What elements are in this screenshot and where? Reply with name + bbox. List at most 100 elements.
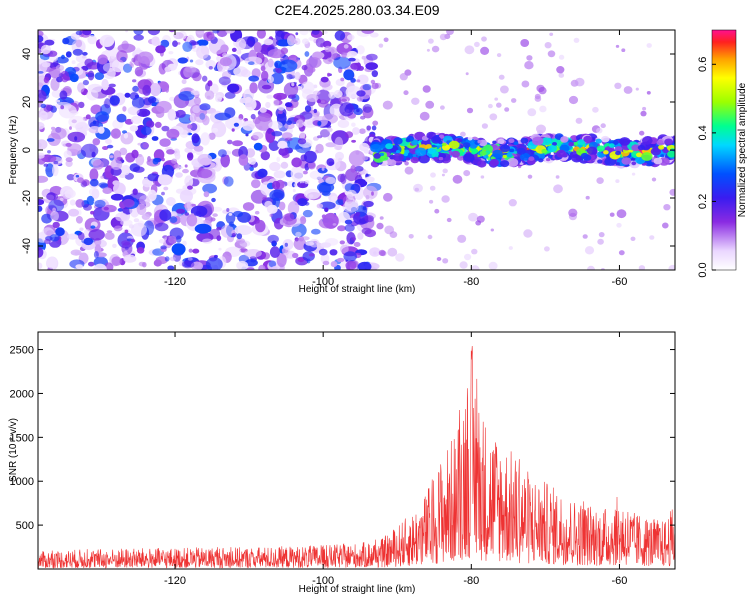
spectrogram-cell (219, 57, 232, 67)
spectrogram-cell (413, 183, 423, 193)
spectrogram-cell (69, 199, 76, 206)
spectrogram-cell (366, 125, 372, 131)
spectrogram-cell (208, 132, 216, 140)
spectrogram-cell (166, 197, 176, 206)
spectrogram-cell (356, 45, 365, 55)
spectrogram-cell (205, 83, 211, 92)
spectrogram-cell (519, 152, 531, 161)
spectrogram-cell (216, 30, 228, 38)
spectrogram-cell (631, 161, 637, 166)
spectrogram-cell (187, 257, 193, 261)
spectrogram-cell (520, 137, 529, 144)
spectrogram-cell (269, 213, 273, 217)
spectrogram-cell (175, 172, 183, 178)
spectrogram-cell (38, 139, 48, 150)
spectrogram-cell (105, 138, 112, 145)
spectrogram-cell (147, 30, 161, 36)
spectrogram-cell (181, 260, 195, 269)
spectrogram-cell (294, 71, 301, 80)
spectrogram-cell (257, 168, 268, 178)
spectrogram-cell (321, 167, 325, 171)
spectrogram-cell (281, 132, 293, 140)
spectrogram-cell (339, 102, 355, 117)
spectrogram-cell (77, 82, 85, 93)
spectrogram-cell (216, 226, 222, 231)
spectrogram-cell (59, 197, 64, 202)
spectrogram-cell (41, 61, 51, 68)
x-tick-label: -80 (463, 276, 479, 288)
spectrogram-cell (246, 267, 255, 270)
spectrogram-cell (300, 182, 306, 188)
spectrogram-cell (299, 30, 309, 36)
spectrogram-cell (387, 159, 397, 166)
colorbar-gradient (711, 29, 737, 271)
spectrogram-cell (640, 110, 647, 117)
spectrogram-cell (335, 151, 344, 161)
spectrogram-cell (228, 221, 235, 227)
spectrogram-cell (597, 159, 603, 164)
spectrogram-x-label: Height of straight line (km) (299, 284, 416, 295)
spectrogram-cell (195, 59, 204, 66)
spectrogram-cell (123, 63, 132, 73)
spectrogram-cell (293, 237, 307, 250)
spectrogram-cell (583, 154, 592, 161)
spectrogram-cell (370, 143, 382, 153)
spectrogram-cell (415, 147, 427, 157)
spectrogram-cell (325, 142, 337, 148)
spectrogram-cell (133, 30, 144, 36)
spectrogram-cell (98, 182, 109, 188)
spectrogram-cell (302, 170, 308, 175)
spectrogram-cell (500, 160, 510, 168)
spectrogram-cell (411, 139, 419, 146)
x-tick-label: -120 (164, 276, 186, 288)
spectrogram-cell (240, 69, 251, 78)
spectrogram-cell (102, 146, 109, 150)
spectrogram-cell (278, 110, 283, 114)
spectrogram-cell (583, 135, 593, 143)
spectrogram-cell (568, 95, 579, 105)
spectrogram-cell (75, 264, 83, 269)
spectrogram-cell (106, 144, 114, 149)
spectrogram-cell (129, 125, 139, 132)
spectrogram-cell (163, 186, 169, 191)
spectrogram-cell (612, 140, 619, 145)
spectrogram-cell (546, 158, 551, 162)
spectrogram-cell (204, 90, 215, 100)
spectrogram-cell (167, 109, 176, 121)
spectrogram-cell (405, 138, 411, 143)
spectrogram-cell (75, 216, 83, 224)
spectrogram-cell (65, 142, 72, 147)
spectrogram-cell (77, 177, 84, 184)
spectrogram-cell (189, 113, 197, 123)
spectrogram-cell (353, 107, 363, 116)
spectrogram-cell (526, 55, 533, 61)
spectrogram-cell (110, 54, 116, 59)
spectrogram-cell (322, 260, 330, 266)
spectrogram-cell (71, 60, 76, 65)
spectrogram-cell (99, 34, 115, 48)
spectrogram-cell (504, 107, 510, 112)
spectrogram-cell (523, 229, 533, 238)
spectrogram-cell (427, 148, 436, 154)
spectrogram-cell (112, 243, 117, 248)
spectrogram-cell (582, 234, 588, 239)
spectrogram-x-ticks: -120 -100 -80 -60 (164, 30, 627, 288)
spectrogram-cell (344, 224, 355, 232)
spectrogram-cell (440, 105, 445, 110)
spectrogram-cell (410, 156, 420, 164)
spectrogram-cell (38, 35, 44, 43)
spectrogram-cell (262, 252, 270, 260)
spectrogram-cell (506, 157, 519, 167)
spectrogram-cell (41, 155, 57, 163)
spectrogram-cell (155, 45, 166, 54)
spectrogram-cell (646, 43, 652, 48)
spectrogram-cell (38, 152, 45, 159)
spectrogram-cell (304, 180, 310, 185)
colorbar-label: Normalized spectral amplitude (737, 82, 748, 217)
spectrogram-cell (411, 97, 420, 106)
spectrogram-cell (587, 265, 595, 270)
spectrogram-cell (669, 188, 675, 196)
spectrogram-cell (508, 246, 513, 250)
spectrogram-cell (137, 51, 154, 64)
spectrogram-cell (102, 62, 116, 73)
